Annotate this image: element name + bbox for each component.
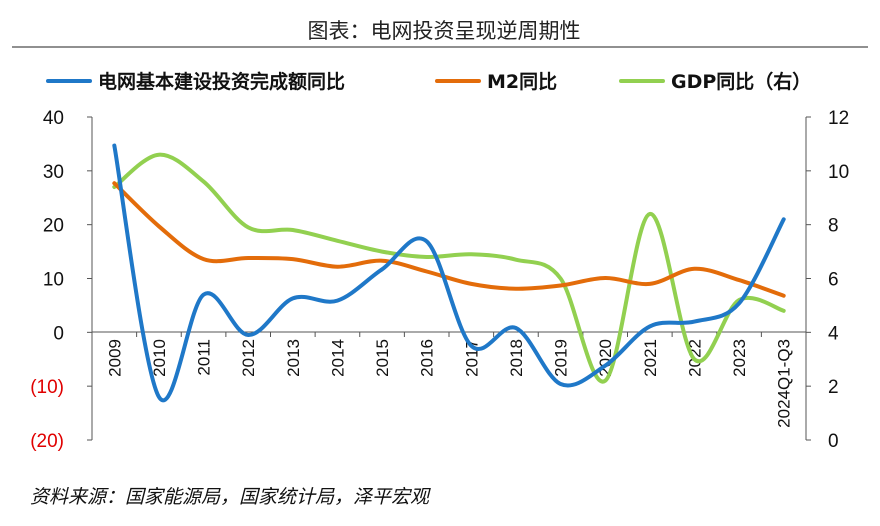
left-axis-tick-label: 10 <box>43 270 64 291</box>
category-tick-label: 2016 <box>418 339 437 377</box>
legend-label-grid-investment: 电网基本建设投资完成额同比 <box>98 70 345 93</box>
right-axis-tick-label: 2 <box>828 377 839 398</box>
legend-label-gdp: GDP同比（右） <box>671 70 811 93</box>
left-axis-tick-label: (20) <box>30 431 64 452</box>
category-tick-label: 2012 <box>239 339 258 377</box>
left-axis-tick-label: (10) <box>30 377 64 398</box>
right-axis-tick-label: 12 <box>828 108 849 129</box>
legend: 电网基本建设投资完成额同比 M2同比 GDP同比（右） <box>46 70 811 93</box>
category-tick-label: 2014 <box>328 339 347 377</box>
left-axis-tick-label: 30 <box>43 162 64 183</box>
category-tick-label: 2021 <box>641 339 660 377</box>
right-axis-tick-label: 10 <box>828 162 849 183</box>
series-line-gdp <box>112 152 786 384</box>
series-line-grid-investment <box>112 143 786 403</box>
right-axis-tick-label: 6 <box>828 270 839 291</box>
series-line-m2 <box>112 181 786 298</box>
right-axis-tick-label: 8 <box>828 216 839 237</box>
legend-label-m2: M2同比 <box>487 71 557 93</box>
left-axis-tick-label: 20 <box>43 216 64 237</box>
category-tick-label: 2011 <box>195 339 214 376</box>
series-layer <box>112 143 786 403</box>
category-tick-label: 2024Q1-Q3 <box>775 339 794 428</box>
category-tick-label: 2010 <box>150 339 169 377</box>
right-axis-tick-label: 4 <box>828 323 839 344</box>
category-tick-label: 2009 <box>105 339 124 377</box>
category-tick-label: 2015 <box>373 339 392 377</box>
category-tick-label: 2023 <box>730 339 749 377</box>
category-tick-label: 2019 <box>552 339 571 377</box>
left-axis-tick-label: 40 <box>43 108 64 129</box>
category-tick-label: 2013 <box>284 339 303 377</box>
right-axis-tick-label: 0 <box>828 431 839 452</box>
chart-title: 图表：电网投资呈现逆周期性 <box>308 19 581 43</box>
category-tick-label: 2018 <box>507 339 526 377</box>
source-note: 资料来源：国家能源局，国家统计局，泽平宏观 <box>30 486 431 508</box>
left-axis-tick-label: 0 <box>53 323 64 344</box>
